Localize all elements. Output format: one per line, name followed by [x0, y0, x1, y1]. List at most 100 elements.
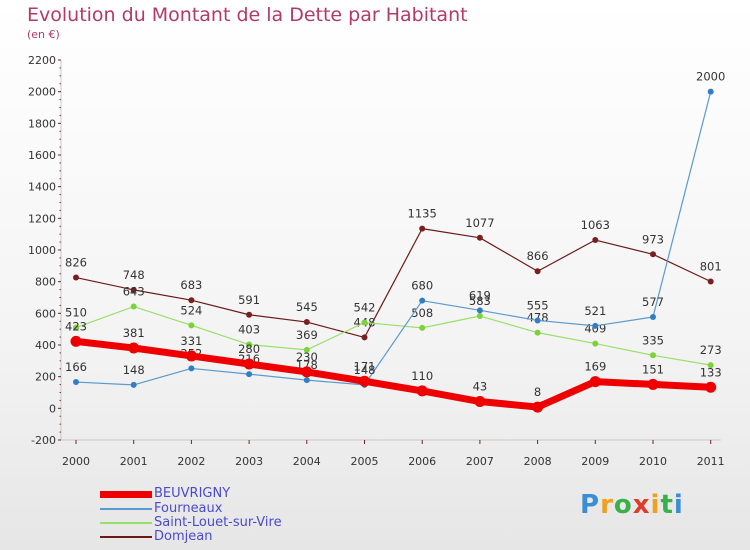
data-point-domjean: [361, 334, 368, 341]
y-tick-label: 1400: [28, 181, 56, 194]
data-point-saint-louet-sur-vire: [707, 362, 714, 369]
x-tick-label: 2002: [177, 455, 205, 468]
y-tick-label: 400: [35, 339, 56, 352]
y-tick-label: 600: [35, 307, 56, 320]
legend-label: Fourneaux: [154, 501, 223, 516]
data-point-fourneaux: [476, 307, 483, 314]
data-label-fourneaux: 521: [584, 304, 606, 318]
data-point-beuvrigny: [301, 366, 313, 378]
chart-subtitle: (en €): [27, 28, 60, 41]
x-tick-label: 2009: [581, 455, 609, 468]
data-label-beuvrigny: 423: [65, 319, 87, 333]
data-label-beuvrigny: 381: [123, 326, 145, 340]
data-label-domjean: 1135: [408, 207, 437, 221]
data-label-beuvrigny: 151: [642, 362, 664, 376]
data-point-fourneaux: [707, 88, 714, 95]
data-point-fourneaux: [73, 379, 79, 386]
data-point-beuvrigny: [416, 385, 428, 397]
data-point-domjean: [534, 268, 541, 275]
data-point-saint-louet-sur-vire: [650, 352, 656, 359]
series-line-saint-louet-sur-vire: [75, 305, 712, 366]
data-point-domjean: [476, 234, 483, 241]
data-point-saint-louet-sur-vire: [592, 340, 599, 347]
data-label-saint-louet-sur-vire: 542: [354, 301, 376, 315]
data-label-fourneaux: 148: [123, 363, 145, 377]
data-label-fourneaux: 680: [411, 279, 433, 293]
legend-label: BEUVRIGNY: [154, 486, 231, 501]
data-point-saint-louet-sur-vire: [476, 313, 483, 320]
legend-label: Domjean: [154, 529, 213, 544]
data-label-beuvrigny: 280: [238, 342, 260, 356]
data-label-saint-louet-sur-vire: 643: [123, 285, 145, 299]
data-point-domjean: [419, 225, 426, 232]
data-point-beuvrigny: [128, 342, 140, 354]
logo-letter: t: [660, 490, 674, 520]
data-point-beuvrigny: [647, 378, 659, 390]
logo-letter: i: [673, 490, 684, 520]
data-point-saint-louet-sur-vire: [419, 324, 426, 331]
data-point-domjean: [246, 311, 253, 318]
data-label-fourneaux: 2000: [696, 70, 725, 84]
data-point-domjean: [130, 286, 137, 293]
x-tick-label: 2000: [62, 455, 90, 468]
data-point-beuvrigny: [474, 396, 486, 408]
data-point-fourneaux: [246, 371, 253, 378]
logo-letter: o: [613, 490, 633, 520]
legend-swatch: [100, 522, 152, 524]
x-tick-label: 2006: [408, 455, 436, 468]
data-point-saint-louet-sur-vire: [188, 322, 195, 329]
data-label-domjean: 1063: [581, 218, 610, 232]
data-label-fourneaux: 577: [642, 295, 664, 309]
data-point-beuvrigny: [70, 335, 82, 347]
data-label-domjean: 826: [65, 256, 87, 270]
data-point-fourneaux: [130, 381, 137, 388]
data-point-domjean: [188, 297, 195, 304]
data-label-beuvrigny: 230: [296, 350, 318, 364]
x-tick-label: 2010: [639, 455, 667, 468]
y-tick-label: 1000: [28, 244, 56, 257]
data-point-domjean: [592, 237, 599, 244]
data-point-saint-louet-sur-vire: [534, 329, 541, 336]
y-tick-label: 1800: [28, 117, 56, 130]
data-label-domjean: 1077: [465, 216, 494, 230]
x-tick-label: 2001: [120, 455, 148, 468]
data-label-saint-louet-sur-vire: 403: [238, 323, 260, 337]
data-label-beuvrigny: 171: [354, 359, 376, 373]
x-tick-label: 2008: [524, 455, 552, 468]
data-point-beuvrigny: [589, 376, 601, 388]
proxiti-logo: Proxiti: [580, 490, 690, 524]
data-label-fourneaux: 555: [527, 298, 549, 312]
data-point-domjean: [650, 251, 656, 258]
data-label-domjean: 683: [180, 278, 202, 292]
data-point-beuvrigny: [185, 350, 197, 362]
chart-title: Evolution du Montant de la Dette par Hab…: [27, 4, 468, 26]
logo-letter: P: [580, 490, 601, 520]
data-point-fourneaux: [188, 365, 195, 372]
data-point-domjean: [303, 319, 310, 326]
data-point-beuvrigny: [359, 375, 370, 387]
data-label-beuvrigny: 110: [411, 369, 433, 383]
x-tick-label: 2004: [293, 455, 321, 468]
data-point-fourneaux: [419, 297, 426, 304]
series-line-domjean: [75, 228, 712, 338]
data-label-beuvrigny: 8: [534, 385, 541, 399]
series-line-fourneaux: [75, 91, 712, 386]
data-point-fourneaux: [650, 313, 656, 320]
data-label-saint-louet-sur-vire: 335: [642, 333, 664, 347]
data-point-saint-louet-sur-vire: [73, 324, 79, 331]
data-label-saint-louet-sur-vire: 273: [700, 343, 722, 357]
logo-letter: i: [650, 490, 661, 520]
data-point-beuvrigny: [705, 381, 717, 393]
data-label-fourneaux: 148: [354, 363, 376, 377]
y-tick-label: 2000: [28, 86, 56, 99]
data-label-domjean: 973: [642, 232, 664, 246]
data-point-saint-louet-sur-vire: [303, 346, 310, 353]
data-label-domjean: 591: [238, 293, 260, 307]
y-tick-label: 1600: [28, 149, 56, 162]
data-label-saint-louet-sur-vire: 583: [469, 294, 491, 308]
data-point-saint-louet-sur-vire: [361, 319, 368, 326]
data-point-saint-louet-sur-vire: [130, 303, 137, 310]
legend-label: Saint-Louet-sur-Vire: [154, 515, 282, 530]
legend-swatch: [100, 508, 152, 510]
